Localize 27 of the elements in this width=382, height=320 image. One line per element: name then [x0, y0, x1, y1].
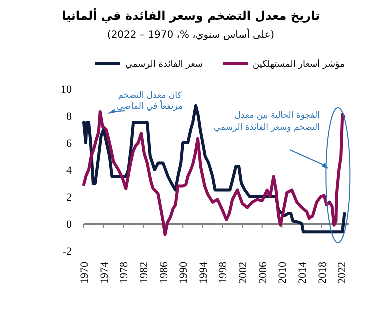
annotation: كان معدل التضخم مرتفعاً في الماضي: [117, 91, 183, 112]
y-tick-label: -2: [62, 246, 72, 258]
x-tick-label: 2018: [316, 262, 329, 284]
y-tick-label: 8: [66, 111, 72, 123]
y-tick-label: 4: [66, 165, 72, 177]
y-tick-label: 2: [66, 192, 72, 204]
legend-label: سعر الفائدة الرسمي: [125, 60, 203, 70]
legend-label: مؤشر أسعار المستهلكين: [252, 58, 346, 70]
x-tick-label: 2002: [238, 262, 250, 284]
y-tick-label: 0: [66, 219, 72, 231]
x-tick-label: 1990: [178, 262, 190, 284]
chart-title: تاريخ معدل التضخم وسعر الفائدة في ألمانيا: [62, 8, 320, 23]
x-tick-label: 1970: [79, 262, 91, 284]
chart-subtitle: (على أساس سنوي، %، 1970 – 2022): [107, 28, 275, 41]
x-tick-label: 2022: [336, 262, 349, 284]
x-tick-label: 1974: [98, 262, 111, 284]
x-tick-label: 1982: [138, 262, 150, 284]
x-tick-label: 2006: [257, 262, 270, 284]
x-tick-label: 1998: [218, 262, 230, 284]
x-tick-label: 2014: [297, 262, 310, 284]
annotation: الفجوة الحالية بين معدل التضخم وسعر الفائدة الرسمي: [214, 111, 320, 133]
y-tick-label: 6: [66, 138, 72, 150]
x-tick-label: 2010: [277, 262, 290, 284]
x-tick-label: 1994: [198, 262, 210, 284]
y-tick-label: 10: [61, 84, 72, 96]
x-tick-label: 1978: [118, 262, 131, 284]
x-tick-label: 1986: [158, 262, 170, 284]
